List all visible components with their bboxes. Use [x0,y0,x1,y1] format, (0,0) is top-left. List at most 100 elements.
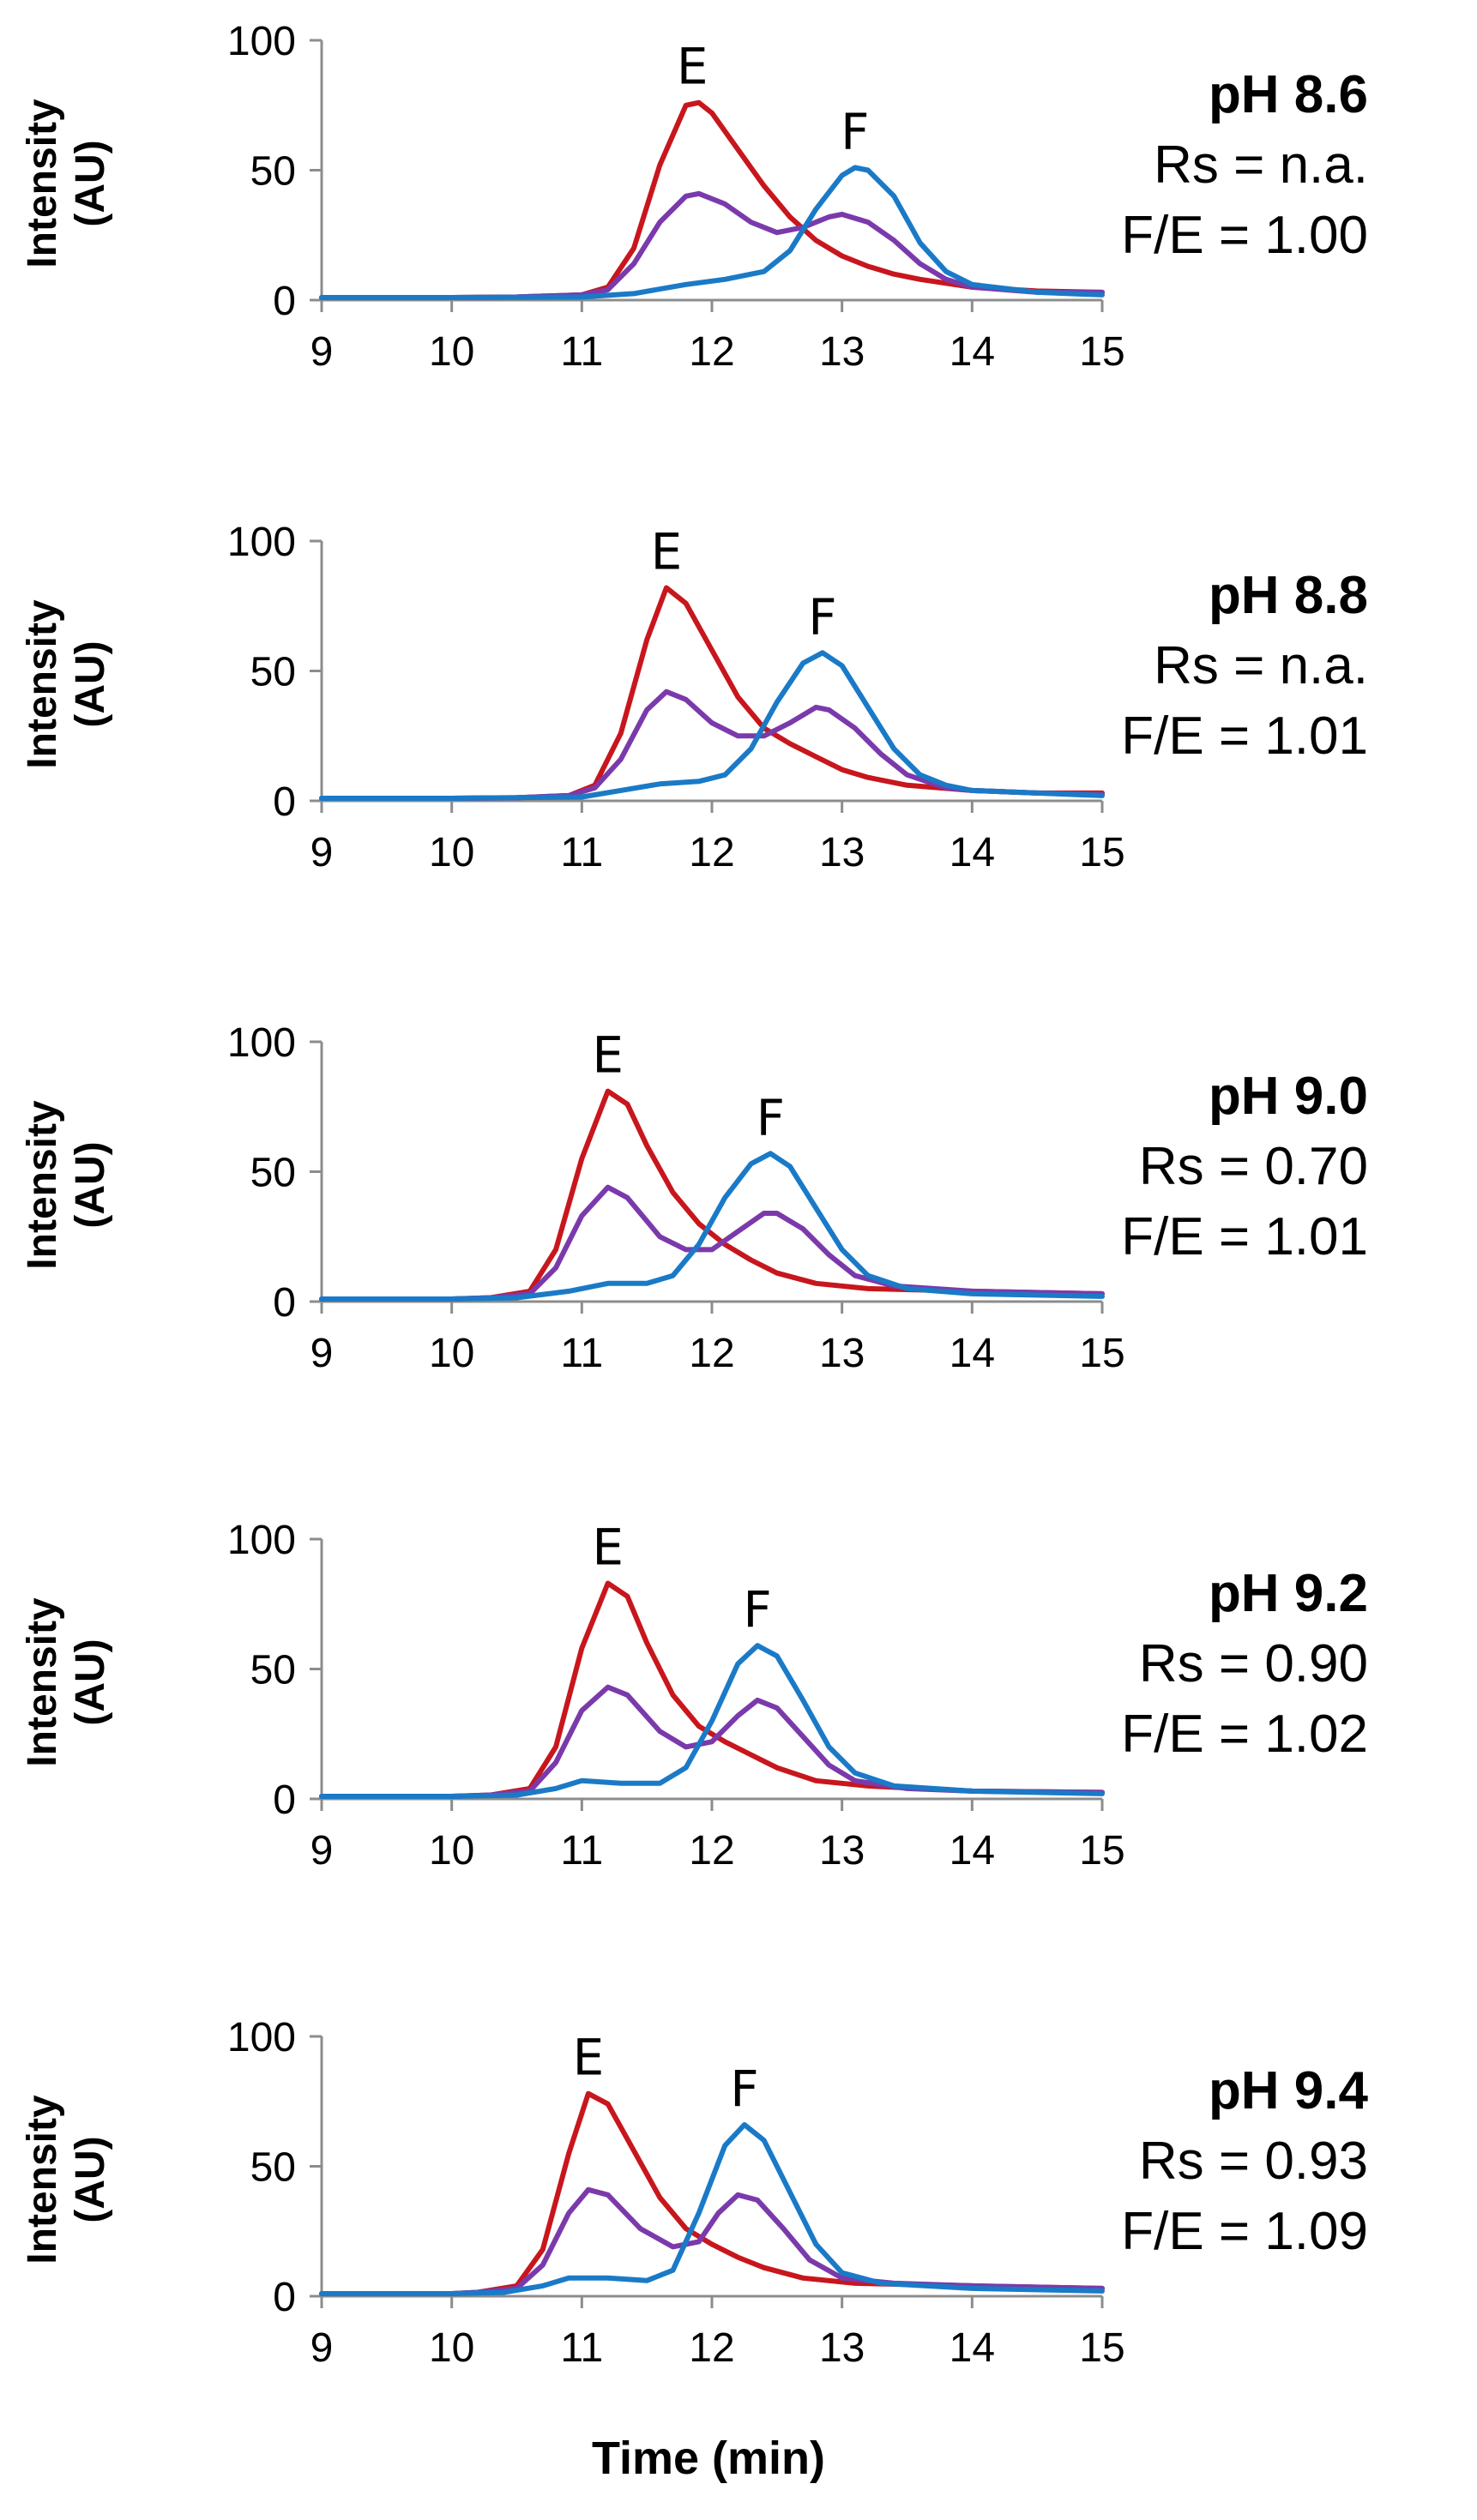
series-line-blue-trace [319,1643,1105,1799]
chart-svg: 0 50 100 9 10 11 12 13 14 15 E F [227,19,1125,375]
fe-ratio-label: F/E = 1.00 [1121,206,1368,265]
y-tick-label: 50 [250,650,296,695]
peak-label: E [677,38,708,96]
y-tick-label: 50 [250,1648,296,1693]
series-line-red-trace [319,585,1105,801]
x-tick-label: 13 [819,2325,865,2371]
ph-label: pH 8.8 [1208,566,1368,625]
x-tick-label: 9 [310,329,334,375]
peak-label: F [841,102,869,160]
rs-label: Rs = n.a. [1154,636,1368,695]
x-tick-label: 13 [819,1331,865,1376]
x-tick-label: 11 [560,830,603,875]
y-tick-label: 50 [250,1151,296,1196]
y-tick-label: 0 [273,779,296,825]
x-tick-label: 10 [429,830,474,875]
x-tick-label: 14 [949,1331,995,1376]
series-line-blue-trace [319,1151,1105,1302]
series-line-red-trace [319,2090,1105,2296]
x-tick-label: 10 [429,2325,474,2371]
chart-svg: 0 50 100 9 10 11 12 13 14 15 E F [227,2015,1125,2371]
x-tick-label: 11 [560,2325,603,2371]
x-tick-label: 12 [689,329,734,375]
x-tick-label: 11 [560,1331,603,1376]
peak-label: F [808,587,836,646]
x-tick-label: 13 [819,329,865,375]
rs-label: Rs = n.a. [1154,135,1368,195]
series-line-blue-trace [319,650,1105,801]
series-line-purple-trace [319,1184,1105,1302]
x-axis-title: Time (min) [591,2433,826,2484]
ph-label: pH 9.4 [1208,2061,1368,2120]
y-tick-label: 50 [250,149,296,195]
series-line-purple-trace [319,190,1105,300]
y-tick-label: 0 [273,2275,296,2320]
series-line-red-trace [319,1088,1105,1302]
x-tick-label: 15 [1079,830,1124,875]
y-tick-label: 100 [227,19,296,64]
y-tick-label: 100 [227,2015,296,2060]
series-line-blue-trace [319,165,1105,300]
y-tick-label: 100 [227,1020,296,1066]
x-tick-label: 14 [949,1828,995,1873]
x-tick-label: 15 [1079,1331,1124,1376]
x-tick-label: 13 [819,830,865,875]
y-tick-label: 100 [227,520,296,565]
chart-svg: 0 50 100 9 10 11 12 13 14 15 E F [227,1518,1125,1873]
x-tick-label: 14 [949,830,995,875]
peak-label: F [757,1088,785,1146]
peak-label: E [592,1519,624,1577]
x-tick-label: 15 [1079,1828,1124,1873]
peak-label: E [651,523,683,581]
x-tick-label: 12 [689,1331,734,1376]
x-tick-label: 10 [429,1331,474,1376]
peak-label: E [573,2029,605,2087]
y-tick-label: 50 [250,2145,296,2191]
fe-ratio-label: F/E = 1.09 [1121,2202,1368,2261]
x-tick-label: 14 [949,329,995,375]
x-tick-label: 10 [429,329,474,375]
x-tick-label: 15 [1079,2325,1124,2371]
rs-label: Rs = 0.93 [1138,2132,1368,2191]
chart-svg: 0 50 100 9 10 11 12 13 14 15 E F [227,1020,1125,1376]
ph-label: pH 9.2 [1208,1564,1368,1623]
x-tick-label: 14 [949,2325,995,2371]
fe-ratio-label: F/E = 1.02 [1121,1705,1368,1764]
x-tick-label: 13 [819,1828,865,1873]
y-tick-label: 100 [227,1518,296,1563]
x-tick-label: 12 [689,2325,734,2371]
x-tick-label: 11 [560,329,603,375]
chart-svg: 0 50 100 9 10 11 12 13 14 15 E F [227,520,1125,875]
x-tick-label: 11 [560,1828,603,1873]
series-line-purple-trace [319,689,1105,801]
y-tick-label: 0 [273,1777,296,1823]
peak-label: F [743,1580,771,1639]
x-tick-label: 9 [310,1828,334,1873]
series-line-purple-trace [319,1684,1105,1799]
ph-label: pH 9.0 [1208,1067,1368,1126]
fe-ratio-label: F/E = 1.01 [1121,1207,1368,1266]
x-tick-label: 9 [310,2325,334,2371]
x-tick-label: 15 [1079,329,1124,375]
ph-label: pH 8.6 [1208,65,1368,124]
y-tick-label: 0 [273,1280,296,1326]
series-line-red-trace [319,1580,1105,1799]
fe-ratio-label: F/E = 1.01 [1121,707,1368,766]
series-line-blue-trace [319,2122,1105,2296]
x-tick-label: 12 [689,830,734,875]
peak-label: F [730,2060,758,2118]
x-tick-label: 10 [429,1828,474,1873]
peak-label: E [592,1026,624,1085]
x-tick-label: 9 [310,830,334,875]
x-tick-label: 12 [689,1828,734,1873]
rs-label: Rs = 0.90 [1138,1634,1368,1693]
x-tick-label: 9 [310,1331,334,1376]
y-tick-label: 0 [273,279,296,324]
rs-label: Rs = 0.70 [1138,1137,1368,1196]
